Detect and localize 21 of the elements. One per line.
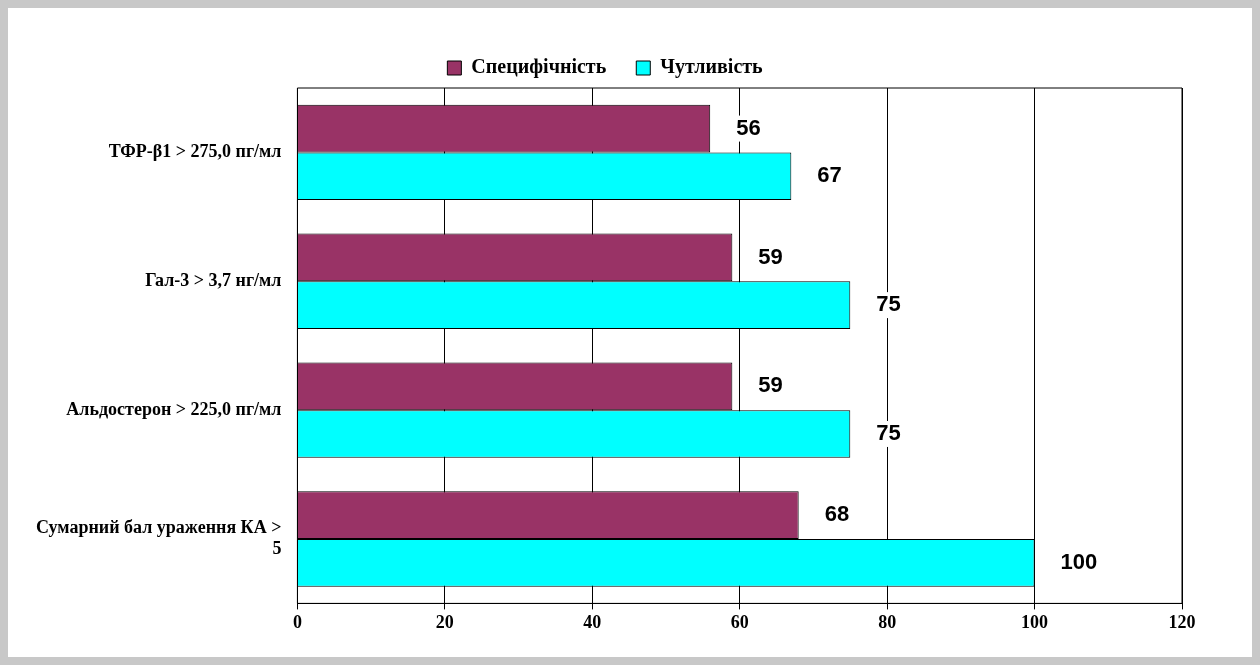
- data-label: 59: [758, 243, 783, 269]
- data-label: 75: [876, 420, 901, 446]
- data-label: 68: [824, 501, 850, 527]
- x-tick-label: 100: [1021, 611, 1049, 632]
- data-label: 100: [1060, 548, 1098, 574]
- x-tick-label: 40: [583, 611, 602, 632]
- y-tick-label: Альдостерон > 225,0 пг/мл: [66, 398, 282, 419]
- x-tick-label: 20: [435, 611, 454, 632]
- y-tick-label: ТФР-β1 > 275,0 пг/мл: [108, 141, 282, 162]
- data-label: 67: [817, 162, 842, 188]
- data-label: 75: [876, 291, 901, 317]
- data-label: 56: [736, 114, 761, 140]
- x-tick-label: 80: [878, 611, 897, 632]
- legend-label: Специфічність: [471, 55, 607, 79]
- x-tick-label: 120: [1168, 611, 1196, 632]
- data-label: 59: [758, 372, 783, 398]
- legend-label: Чутливість: [660, 55, 764, 79]
- x-tick-label: 0: [292, 611, 302, 632]
- y-tick-label: Сумарний бал ураження КА > 5: [36, 516, 282, 559]
- x-tick-label: 60: [730, 611, 749, 632]
- y-tick-label: Гал-3 > 3,7 нг/мл: [145, 269, 282, 290]
